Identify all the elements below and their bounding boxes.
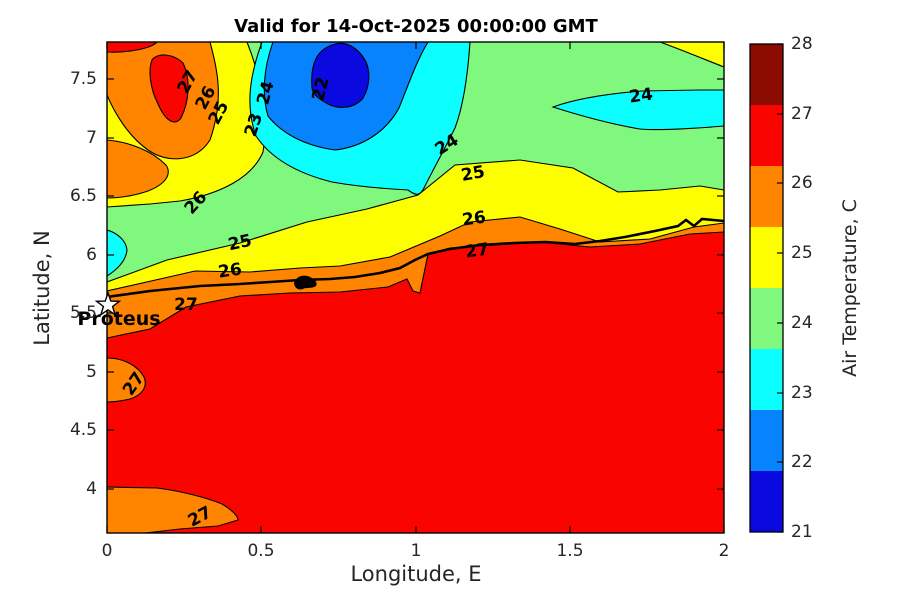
x-tick-label: 0 (101, 541, 113, 561)
plot-frame (106, 41, 725, 534)
y-tick-label: 5 (86, 362, 97, 382)
x-tick-label: 1 (410, 541, 422, 561)
colorbar-band-green (750, 288, 783, 350)
contour-label-24: 24 (627, 84, 655, 108)
colorbar-tick-label: 25 (791, 243, 813, 263)
contour-label-25: 25 (459, 162, 487, 186)
y-tick-label: 7 (86, 128, 97, 148)
colorbar-tick-label: 27 (791, 104, 813, 124)
y-tick-label: 6 (86, 245, 97, 265)
colorbar-tick-label: 26 (791, 173, 813, 193)
region-26-27C-west-lens (107, 357, 146, 403)
region-23-24C-east-lens (551, 89, 724, 131)
colorbar-tick-label: 28 (791, 34, 813, 54)
colorbar-band-red (750, 105, 783, 167)
contour-label-26: 26 (216, 259, 244, 283)
contour-fill-layers (107, 42, 724, 533)
x-axis-label: Longitude, E (350, 562, 482, 586)
y-tick-label: 6.5 (69, 186, 97, 206)
station-label: Proteus (77, 308, 161, 330)
region-26C-west-blob (107, 139, 169, 199)
region-23-24C-west-sliver (107, 229, 128, 277)
y-tick-label: 7.5 (69, 69, 97, 89)
x-tick-label: 2 (718, 541, 730, 561)
colorbar-tick-label: 23 (791, 383, 813, 403)
colorbar-frame (749, 43, 784, 533)
x-tick-label: 1.5 (556, 541, 584, 561)
contour-label-27: 27 (463, 239, 491, 263)
region-27C-warm-core (149, 54, 189, 123)
y-tick-label: 4 (86, 479, 97, 499)
colorbar (749, 43, 784, 533)
x-tick-label: 0.5 (247, 541, 275, 561)
colorbar-tick-label: 22 (791, 452, 813, 472)
colorbar-tick-label: 24 (791, 313, 813, 333)
y-tick-label: 5.5 (69, 303, 97, 323)
colorbar-tick-label: 21 (791, 522, 813, 542)
colorbar-band-cyan (750, 349, 783, 411)
region-26-27C-southwest-blob (107, 486, 239, 533)
colorbar-band-yellow (750, 227, 783, 289)
coastline (107, 217, 724, 299)
colorbar-label: Air Temperature, C (839, 199, 861, 377)
contour-label-26: 26 (460, 207, 488, 231)
y-axis-label: Latitude, N (30, 230, 54, 346)
colorbar-band-orange (750, 166, 783, 228)
y-tick-label: 4.5 (69, 420, 97, 440)
lagoon-feature (294, 275, 317, 290)
contour-label-27: 27 (174, 295, 198, 315)
colorbar-band-deep_blue (750, 471, 783, 533)
star-icon (94, 290, 122, 317)
colorbar-band-dark_red (750, 44, 783, 106)
colorbar-band-blue (750, 410, 783, 472)
region-below-22C-cold-core (311, 42, 370, 108)
chart-title: Valid for 14-Oct-2025 00:00:00 GMT (234, 16, 598, 37)
